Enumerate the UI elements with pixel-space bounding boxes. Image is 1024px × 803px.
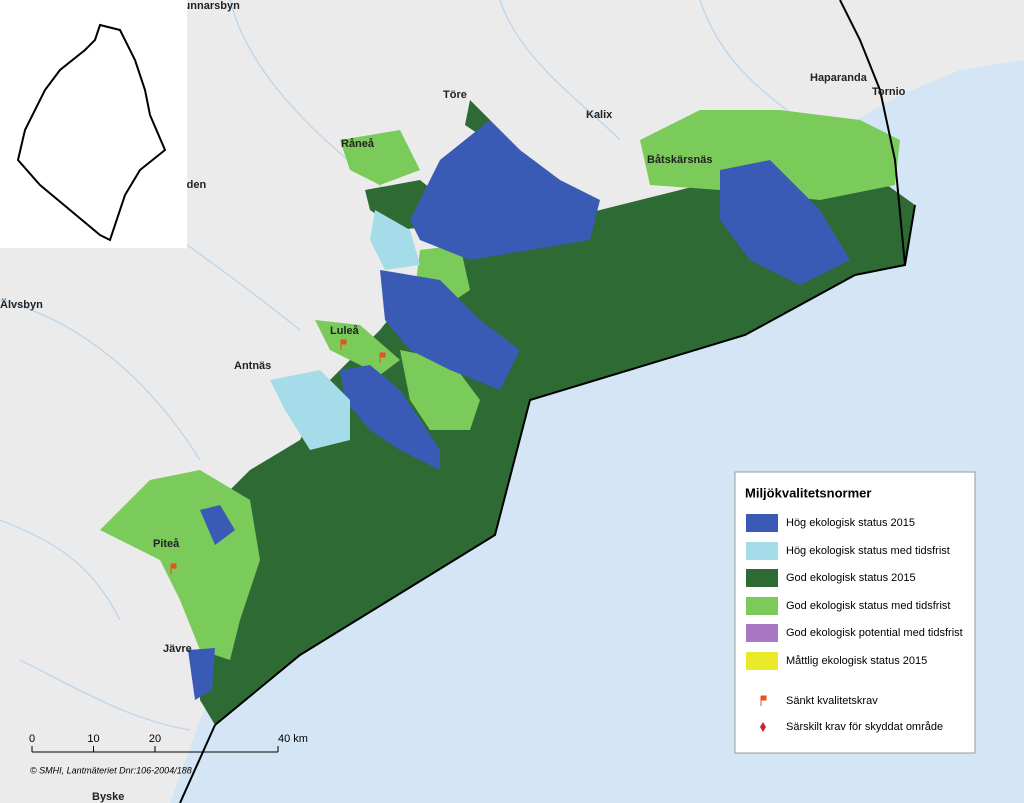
place-label: Antnäs [234, 360, 271, 372]
place-label: Piteå [153, 538, 180, 550]
legend-label: Särskilt krav för skyddat område [786, 721, 943, 733]
place-label: Råneå [341, 138, 375, 150]
place-label: Byske [92, 791, 124, 803]
legend: Miljökvalitetsnormer Hög ekologisk statu… [734, 471, 976, 754]
copyright: © SMHI, Lantmäteriet Dnr:106-2004/188 [30, 765, 192, 775]
place-label: Tornio [872, 86, 906, 98]
place-label: Kalix [586, 109, 613, 121]
legend-label: God ekologisk status 2015 [786, 572, 916, 584]
legend-swatch [746, 514, 778, 532]
legend-flag [760, 695, 767, 706]
legend-swatch [746, 542, 778, 560]
legend-label: Måttlig ekologisk status 2015 [786, 655, 927, 667]
legend-swatch [746, 652, 778, 670]
legend-diamond [760, 722, 766, 732]
place-label: Töre [443, 89, 467, 101]
scale-label: 20 [149, 733, 161, 745]
legend-label: Sänkt kvalitetskrav [786, 695, 878, 707]
scale-bar: 0 10 20 40 km [29, 733, 308, 753]
place-label: Gunnarsbyn [175, 0, 240, 12]
legend-label: Hög ekologisk status 2015 [786, 517, 915, 529]
legend-swatch [746, 597, 778, 615]
place-label: Älvsbyn [0, 298, 43, 311]
boundary-line [179, 0, 916, 803]
place-label: Luleå [330, 325, 360, 337]
scale-label: 10 [87, 733, 99, 745]
legend-label: God ekologisk status med tidsfrist [786, 600, 950, 612]
legend-swatch [746, 569, 778, 587]
place-label: Haparanda [810, 72, 868, 84]
legend-label: God ekologisk potential med tidsfrist [786, 627, 963, 639]
water-bodies [100, 100, 915, 725]
inset-outline [16, 23, 167, 242]
place-label: Jävre [163, 643, 192, 655]
place-label: Båtskärsnäs [647, 154, 712, 166]
legend-title: Miljökvalitetsnormer [745, 485, 871, 500]
flags [170, 339, 386, 574]
legend-label: Hög ekologisk status med tidsfrist [786, 545, 950, 557]
scale-label: 40 km [278, 733, 308, 745]
legend-swatch [746, 624, 778, 642]
scale-label: 0 [29, 733, 35, 745]
